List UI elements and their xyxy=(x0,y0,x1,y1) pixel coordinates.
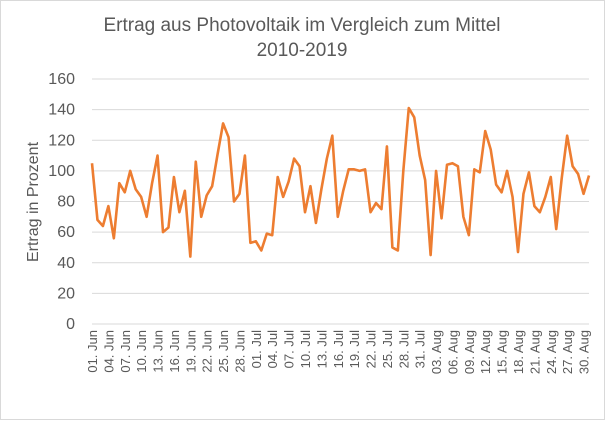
x-tick-label: 10. Jun xyxy=(134,330,149,373)
series-group xyxy=(92,108,589,257)
x-tick-label: 01. Jun xyxy=(85,330,100,373)
x-tick-label: 06. Aug xyxy=(445,330,460,374)
y-tick-label: 0 xyxy=(66,316,75,333)
x-tick-label: 15. Aug xyxy=(495,330,510,374)
x-tick-label: 28. Jun xyxy=(232,330,247,373)
x-tick-label: 27. Aug xyxy=(560,330,575,374)
x-tick-label: 07. Jul xyxy=(282,330,297,368)
chart-title-line2: 2010-2019 xyxy=(257,40,348,61)
x-tick-label: 09. Aug xyxy=(462,330,477,374)
x-tick-label: 21. Aug xyxy=(527,330,542,374)
x-tick-label: 16. Jun xyxy=(167,330,182,373)
y-tick-label: 120 xyxy=(48,132,75,149)
chart-title-line1: Ertrag aus Photovoltaik im Vergleich zum… xyxy=(103,15,500,36)
x-tick-label: 12. Aug xyxy=(478,330,493,374)
y-tick-label: 20 xyxy=(57,285,75,302)
x-tick-label: 31. Jul xyxy=(413,330,428,368)
y-tick-label: 100 xyxy=(48,163,75,180)
x-tick-label: 07. Jun xyxy=(118,330,133,373)
y-axis-ticks: 0 20 40 60 80 100 120 140 160 xyxy=(48,71,75,333)
x-tick-label: 04. Jun xyxy=(101,330,116,373)
x-tick-label: 19. Jul xyxy=(347,330,362,368)
x-tick-label: 28. Jul xyxy=(396,330,411,368)
x-tick-label: 22. Jul xyxy=(364,330,379,368)
series-line xyxy=(92,108,589,257)
y-tick-label: 60 xyxy=(57,224,75,241)
x-tick-label: 01. Jul xyxy=(249,330,264,368)
x-tick-label: 19. Jun xyxy=(183,330,198,373)
y-tick-label: 140 xyxy=(48,102,75,119)
y-tick-label: 160 xyxy=(48,71,75,88)
x-tick-label: 24. Aug xyxy=(544,330,559,374)
x-tick-label: 13. Jul xyxy=(314,330,329,368)
x-tick-label: 10. Jul xyxy=(298,330,313,368)
y-tick-label: 80 xyxy=(57,194,75,211)
x-tick-label: 04. Jul xyxy=(265,330,280,368)
x-tick-label: 13. Jun xyxy=(151,330,166,373)
x-tick-label: 22. Jun xyxy=(200,330,215,373)
x-tick-label: 25. Jun xyxy=(216,330,231,373)
x-tick-label: 16. Jul xyxy=(331,330,346,368)
x-tick-label: 25. Jul xyxy=(380,330,395,368)
y-tick-label: 40 xyxy=(57,255,75,272)
x-tick-label: 30. Aug xyxy=(577,330,592,374)
y-axis-label: Ertrag in Prozent xyxy=(25,141,42,262)
x-tick-label: 03. Aug xyxy=(429,330,444,374)
x-tick-label: 18. Aug xyxy=(511,330,526,374)
